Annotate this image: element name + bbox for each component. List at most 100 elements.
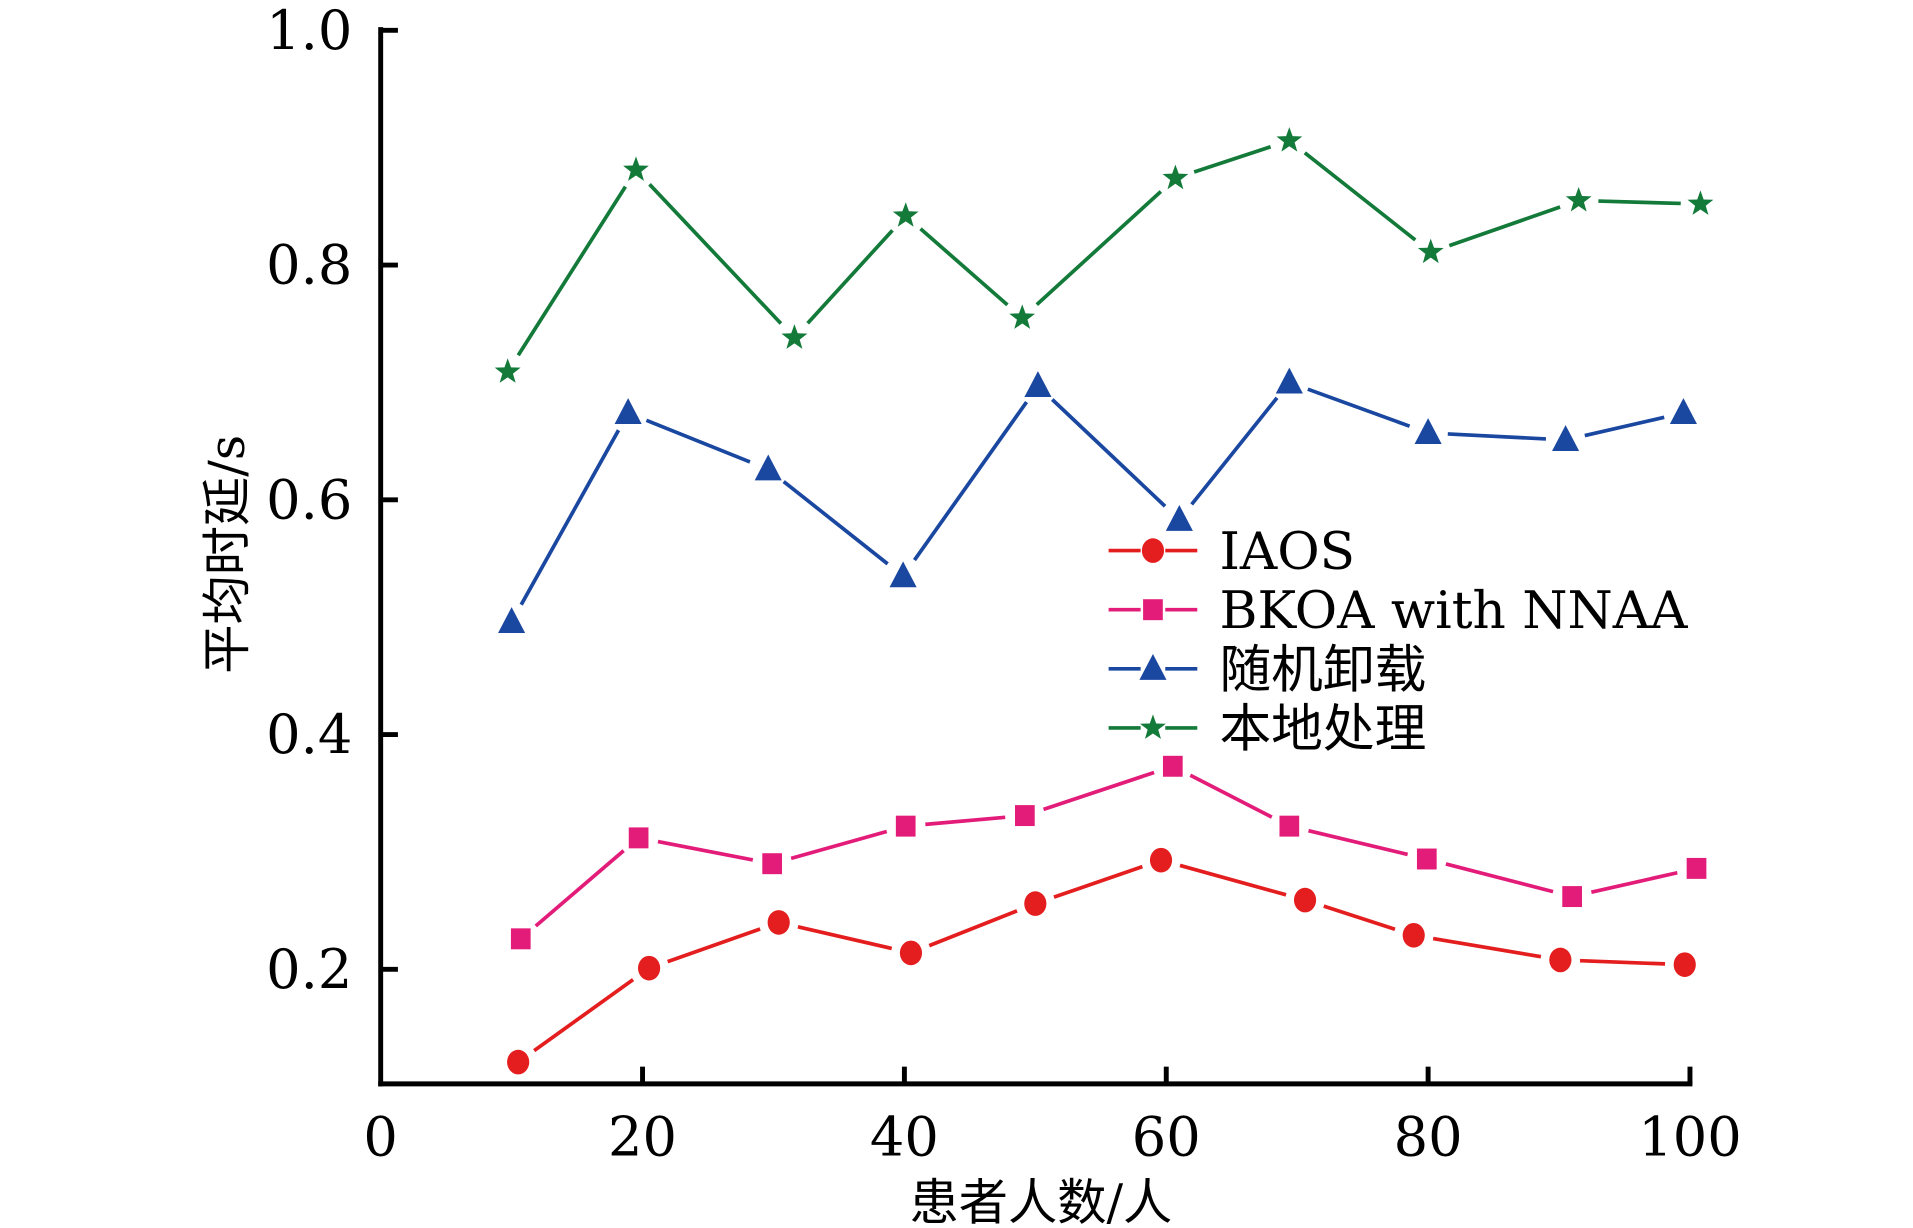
- data-point-circle: [1673, 952, 1696, 977]
- series-line-segment: [790, 829, 888, 861]
- data-point-star: [494, 358, 521, 383]
- series-line-segment: [667, 927, 761, 964]
- series-line-segment: [1035, 190, 1163, 306]
- data-point-square: [895, 815, 916, 837]
- legend-item: 随机卸载: [1108, 640, 1426, 700]
- series-line-segment: [925, 815, 1006, 827]
- series-line-segment: [1190, 396, 1279, 506]
- series-line-segment: [1179, 863, 1287, 897]
- series-line-segment: [1432, 936, 1542, 959]
- data-point-triangle: [754, 454, 782, 481]
- y-tick-label: 0.6: [266, 468, 352, 531]
- series-line-segment: [645, 418, 751, 464]
- legend-item: IAOS: [1108, 522, 1355, 582]
- legend-label: 随机卸载: [1219, 640, 1426, 700]
- y-tick-label: 0.8: [266, 234, 352, 297]
- series-line-segment: [657, 839, 754, 862]
- series-line-segment: [1193, 145, 1272, 174]
- series-0: [507, 847, 1696, 1075]
- x-axis-title: 患者人数/人: [909, 1173, 1172, 1228]
- data-point-square: [510, 928, 531, 950]
- y-tick-label: 0.4: [266, 703, 352, 766]
- series-line-segment: [1323, 904, 1396, 931]
- legend-marker-triangle-icon: [1139, 654, 1167, 680]
- series-line-segment: [534, 849, 625, 928]
- series-line-segment: [912, 400, 1029, 562]
- legend-label: IAOS: [1219, 522, 1355, 582]
- ticks: 0.2 0.4 0.6 0.8 1.0 0 20 40 60 80 100: [266, 0, 1742, 1168]
- legend-marker-star-icon: [1140, 714, 1166, 739]
- legend-marker-circle-icon: [1141, 538, 1165, 563]
- series-line-segment: [1448, 205, 1561, 248]
- series-line-segment: [1307, 387, 1411, 428]
- data-point-triangle: [1414, 418, 1442, 445]
- y-tick-label: 0.2: [266, 938, 352, 1001]
- data-point-square: [1416, 848, 1437, 870]
- legend-label: BKOA with NNAA: [1219, 581, 1688, 641]
- legend-label: 本地处理: [1219, 699, 1426, 759]
- data-point-triangle: [1024, 371, 1052, 398]
- data-point-circle: [507, 1049, 530, 1075]
- data-point-triangle: [498, 607, 526, 633]
- data-point-triangle: [1275, 367, 1303, 394]
- legend-marker-square-icon: [1143, 599, 1163, 621]
- data-point-star: [1162, 164, 1189, 190]
- data-point-star: [1687, 190, 1714, 215]
- data-point-star: [1417, 238, 1444, 264]
- data-point-star: [623, 156, 649, 181]
- series-line-segment: [648, 183, 783, 325]
- series-line-segment: [1445, 862, 1554, 894]
- y-axis-title: 平均时延/s: [198, 435, 256, 674]
- data-point-triangle: [614, 398, 642, 425]
- series-group: [494, 127, 1714, 1075]
- series-line-segment: [1584, 415, 1665, 438]
- data-point-square: [762, 853, 783, 875]
- legend-item: BKOA with NNAA: [1108, 581, 1688, 641]
- data-point-star: [1009, 304, 1036, 329]
- x-tick-label: 20: [608, 1105, 677, 1168]
- data-point-triangle: [1669, 398, 1697, 425]
- data-point-triangle: [1552, 425, 1580, 452]
- series-line-segment: [1050, 398, 1167, 508]
- x-tick-label: 80: [1394, 1105, 1463, 1168]
- data-point-star: [1565, 186, 1592, 212]
- data-point-circle: [1024, 891, 1047, 916]
- x-tick-label: 60: [1132, 1105, 1201, 1168]
- series-line-segment: [919, 227, 1009, 307]
- data-point-square: [628, 827, 649, 849]
- data-point-star: [892, 202, 919, 227]
- data-point-square: [1279, 815, 1300, 837]
- series-line-segment: [797, 925, 893, 951]
- y-tick-label: 1.0: [266, 0, 352, 62]
- series-2: [498, 367, 1697, 633]
- x-tick-label: 0: [363, 1105, 397, 1168]
- data-point-circle: [1293, 887, 1317, 913]
- data-point-star: [781, 324, 808, 349]
- series-line-segment: [1053, 864, 1143, 899]
- data-point-circle: [638, 955, 661, 981]
- data-point-square: [1562, 886, 1582, 908]
- series-line-segment: [1042, 770, 1155, 812]
- legend-item: 本地处理: [1108, 699, 1426, 759]
- series-line-segment: [516, 185, 627, 357]
- data-point-square: [1015, 805, 1035, 827]
- data-point-circle: [767, 910, 790, 935]
- data-point-square: [1686, 857, 1707, 879]
- data-point-circle: [1149, 847, 1173, 873]
- series-line-segment: [1579, 958, 1666, 966]
- data-point-triangle: [889, 561, 917, 588]
- data-point-circle: [1549, 947, 1572, 973]
- series-line-segment: [1598, 199, 1681, 206]
- data-point-circle: [899, 940, 923, 966]
- series-1: [510, 755, 1707, 950]
- series-line-segment: [519, 429, 621, 606]
- series-3: [494, 127, 1714, 383]
- series-line-segment: [928, 909, 1018, 948]
- series-line-segment: [1303, 151, 1417, 242]
- series-line-segment: [1308, 828, 1409, 857]
- series-line-segment: [782, 480, 889, 566]
- data-point-star: [1276, 127, 1303, 152]
